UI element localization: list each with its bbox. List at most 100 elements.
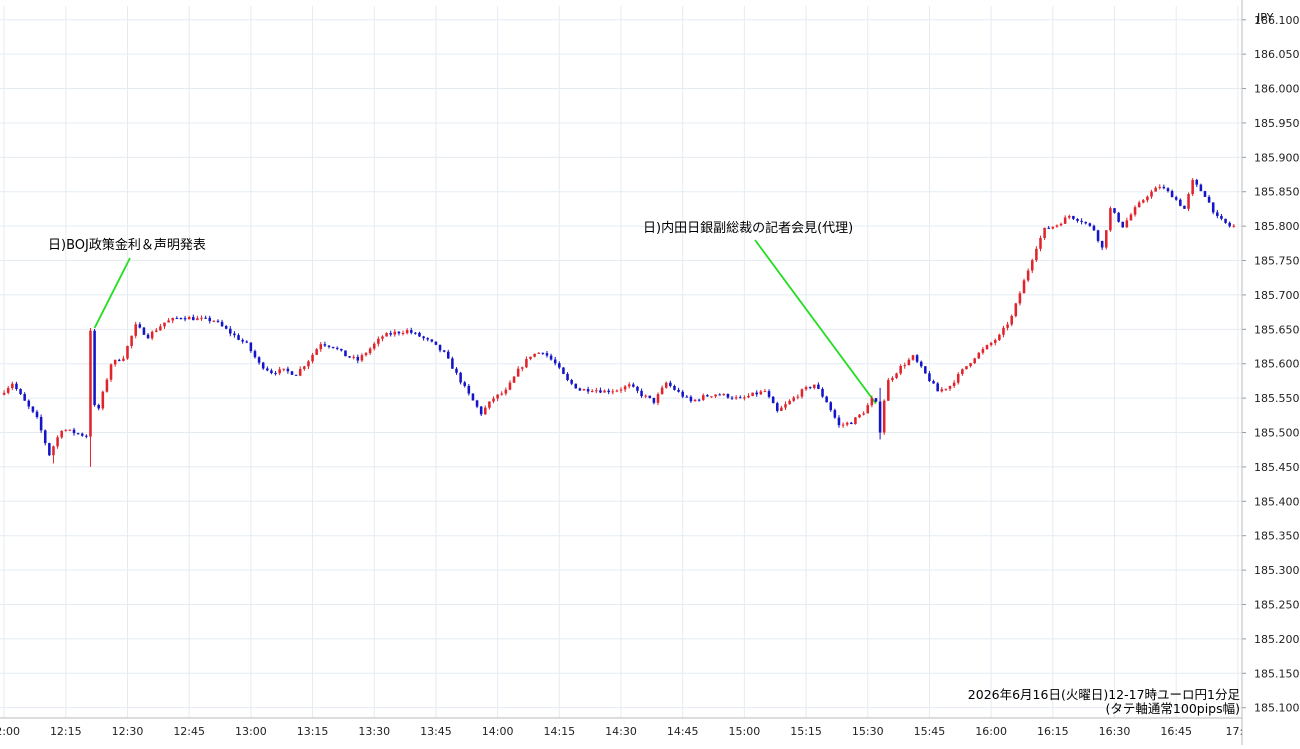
candle-body xyxy=(224,326,228,329)
candle-body xyxy=(993,340,997,343)
candle-body xyxy=(751,392,754,396)
candle-body xyxy=(1137,202,1141,208)
candle-body xyxy=(932,381,935,384)
candle-body xyxy=(1113,208,1116,213)
annotation-line xyxy=(754,239,877,405)
candle-body xyxy=(270,370,273,374)
y-tick-label: 186.100 xyxy=(1254,14,1300,27)
candle-body xyxy=(866,405,870,414)
candle-body xyxy=(985,345,989,350)
candle-body xyxy=(907,359,911,366)
candle-body xyxy=(862,413,865,415)
candle-body xyxy=(1117,212,1120,222)
candle-body xyxy=(130,335,133,346)
candle-body xyxy=(352,356,355,358)
candle-body xyxy=(981,349,985,353)
candle-body xyxy=(558,363,561,368)
candle-body xyxy=(763,391,767,393)
candle-body xyxy=(488,401,491,408)
candle-body xyxy=(298,369,302,376)
candle-body xyxy=(1010,316,1013,325)
candle-body xyxy=(817,384,820,389)
candle-body xyxy=(685,396,689,398)
candle-body xyxy=(1129,214,1133,221)
candle-body xyxy=(405,330,409,334)
y-tick-label: 185.600 xyxy=(1254,358,1300,371)
candle-body xyxy=(212,320,216,322)
candle-body xyxy=(989,342,993,346)
candle-body xyxy=(220,321,224,327)
candle-body xyxy=(1174,197,1178,200)
y-tick-label: 185.900 xyxy=(1254,151,1300,164)
y-tick-label: 185.750 xyxy=(1254,255,1300,268)
candle-body xyxy=(673,386,676,390)
candle-body xyxy=(1047,227,1050,229)
candle-body xyxy=(167,320,170,323)
candle-body xyxy=(578,388,582,391)
y-tick-label: 185.550 xyxy=(1254,392,1300,405)
candle-body xyxy=(471,393,475,401)
candle-body xyxy=(516,368,520,377)
candle-body xyxy=(15,383,18,389)
y-tick-label: 185.250 xyxy=(1254,598,1300,611)
candle-body xyxy=(2,392,6,395)
candle-body xyxy=(582,389,586,391)
candle-body xyxy=(241,339,244,342)
candle-body xyxy=(159,326,162,331)
candle-body xyxy=(829,402,833,411)
candle-body xyxy=(808,387,812,389)
candle-body xyxy=(1043,227,1046,238)
candle-body xyxy=(603,390,606,393)
candle-body xyxy=(475,400,479,407)
candle-body xyxy=(800,389,804,397)
y-tick-label: 185.500 xyxy=(1254,427,1300,440)
candle-body xyxy=(192,317,195,321)
candle-body xyxy=(113,359,117,365)
candle-body xyxy=(537,352,541,354)
candle-body xyxy=(183,318,187,320)
candle-body xyxy=(315,349,318,355)
candle-body xyxy=(1022,280,1026,294)
caption-line-1: 2026年6月16日(火曜日)12-17時ユーロ円1分足 xyxy=(968,687,1241,702)
candle-body xyxy=(648,395,652,398)
candle-body xyxy=(504,389,508,394)
candle-body xyxy=(389,333,392,335)
candle-body xyxy=(1067,216,1071,218)
candle-body xyxy=(1055,225,1059,227)
y-tick-label: 186.050 xyxy=(1254,48,1300,61)
candle-body xyxy=(726,393,730,398)
x-tick-label: 12:15 xyxy=(50,725,82,738)
candle-body xyxy=(899,366,902,374)
candle-body xyxy=(422,336,425,339)
candle-body xyxy=(142,327,146,335)
candle-body xyxy=(529,356,532,359)
candle-body xyxy=(60,430,63,438)
candle-body xyxy=(89,330,92,437)
candle-body xyxy=(319,344,323,350)
candle-body xyxy=(377,338,380,344)
candle-body xyxy=(451,358,454,369)
candle-body xyxy=(948,385,952,389)
candle-body xyxy=(911,355,915,360)
candle-body xyxy=(303,366,306,370)
y-tick-label: 185.150 xyxy=(1254,667,1300,680)
candle-body xyxy=(767,391,771,397)
candle-body xyxy=(784,404,787,408)
x-tick-label: 13:15 xyxy=(297,725,329,738)
x-tick-label: 15:00 xyxy=(729,725,761,738)
candle-body xyxy=(936,383,939,392)
candle-body xyxy=(611,391,615,393)
candle-body xyxy=(924,366,927,374)
candle-body xyxy=(216,320,220,322)
candle-body xyxy=(200,317,203,319)
candle-body xyxy=(891,377,894,381)
x-tick-label: 12:45 xyxy=(173,725,205,738)
candle-body xyxy=(590,391,594,393)
candle-body xyxy=(105,379,109,392)
candle-body xyxy=(574,383,578,389)
candle-body xyxy=(274,373,277,375)
x-tick-label: 14:30 xyxy=(605,725,637,738)
candle-body xyxy=(1121,221,1125,228)
candle-body xyxy=(492,398,495,402)
